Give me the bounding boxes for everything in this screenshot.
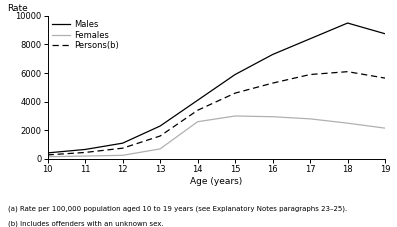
Persons(b)	[345, 70, 350, 73]
Line: Persons(b): Persons(b)	[48, 72, 385, 155]
Males	[195, 99, 200, 102]
Females	[45, 155, 50, 158]
Persons(b)	[83, 151, 87, 154]
Males	[45, 152, 50, 154]
Text: (b) Includes offenders with an unknown sex.: (b) Includes offenders with an unknown s…	[8, 220, 164, 227]
Females	[83, 155, 87, 157]
Males	[233, 73, 237, 76]
Males	[270, 53, 275, 56]
Males	[345, 22, 350, 24]
Males	[158, 125, 162, 127]
Persons(b)	[270, 82, 275, 84]
Females	[308, 118, 312, 120]
Text: Rate: Rate	[7, 4, 28, 13]
Females	[270, 115, 275, 118]
Persons(b)	[158, 135, 162, 137]
Females	[158, 148, 162, 150]
Males	[383, 32, 387, 35]
Females	[120, 154, 125, 157]
Females	[383, 127, 387, 130]
Males	[83, 148, 87, 151]
Persons(b)	[233, 92, 237, 94]
Males	[308, 37, 312, 40]
Line: Females: Females	[48, 116, 385, 157]
Females	[195, 120, 200, 123]
Legend: Males, Females, Persons(b): Males, Females, Persons(b)	[50, 18, 121, 52]
X-axis label: Age (years): Age (years)	[190, 177, 243, 186]
Females	[233, 115, 237, 117]
Persons(b)	[383, 77, 387, 79]
Females	[345, 122, 350, 124]
Line: Males: Males	[48, 23, 385, 153]
Males	[120, 142, 125, 145]
Persons(b)	[45, 153, 50, 156]
Text: (a) Rate per 100,000 population aged 10 to 19 years (see Explanatory Notes parag: (a) Rate per 100,000 population aged 10 …	[8, 205, 347, 212]
Persons(b)	[120, 147, 125, 150]
Persons(b)	[195, 109, 200, 112]
Persons(b)	[308, 73, 312, 76]
